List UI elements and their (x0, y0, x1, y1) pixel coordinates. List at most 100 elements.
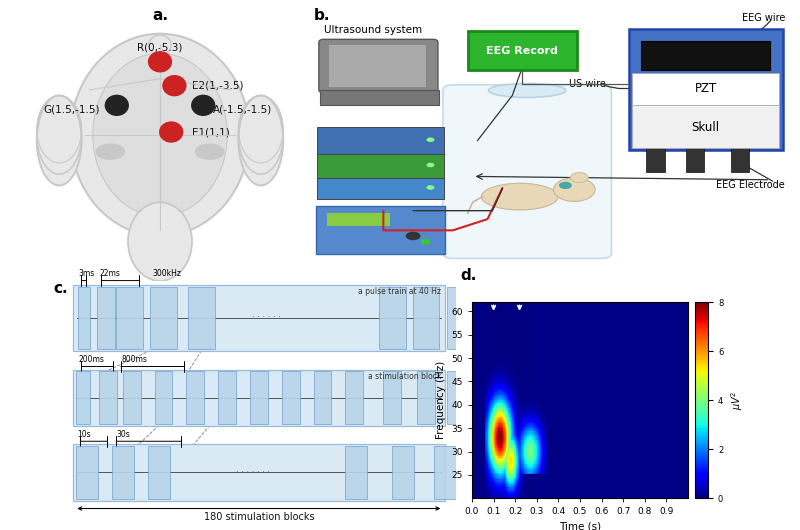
Text: 22ms: 22ms (100, 269, 121, 278)
Text: 800ms: 800ms (121, 355, 147, 364)
Text: 180 stimulation blocks: 180 stimulation blocks (203, 512, 314, 522)
FancyBboxPatch shape (320, 91, 439, 105)
FancyBboxPatch shape (642, 41, 770, 70)
FancyBboxPatch shape (319, 39, 438, 93)
FancyBboxPatch shape (73, 369, 445, 426)
FancyBboxPatch shape (318, 154, 444, 178)
FancyBboxPatch shape (73, 444, 445, 500)
Circle shape (426, 163, 434, 167)
Circle shape (105, 95, 129, 116)
Text: 200ms: 200ms (78, 355, 105, 364)
Text: a.: a. (152, 8, 168, 23)
Text: PZT: PZT (694, 82, 717, 95)
FancyBboxPatch shape (314, 371, 331, 424)
Circle shape (421, 238, 430, 244)
Ellipse shape (489, 83, 566, 98)
FancyBboxPatch shape (78, 287, 90, 349)
FancyBboxPatch shape (686, 147, 704, 172)
Text: EEG Record: EEG Record (486, 46, 558, 56)
Text: EEG wire: EEG wire (742, 13, 785, 23)
FancyBboxPatch shape (318, 178, 444, 199)
Text: R(0,-5.3): R(0,-5.3) (138, 43, 182, 53)
Circle shape (149, 35, 171, 55)
Text: EEG Electrode: EEG Electrode (716, 180, 785, 190)
FancyBboxPatch shape (99, 371, 118, 424)
FancyBboxPatch shape (186, 371, 204, 424)
Y-axis label: $\mu V^2$: $\mu V^2$ (729, 391, 745, 410)
FancyBboxPatch shape (383, 371, 402, 424)
FancyBboxPatch shape (730, 147, 749, 172)
Text: tUS on: tUS on (478, 291, 509, 309)
Circle shape (148, 51, 172, 73)
Text: 30s: 30s (117, 430, 130, 439)
FancyBboxPatch shape (318, 127, 444, 154)
Circle shape (554, 178, 595, 201)
FancyBboxPatch shape (112, 446, 134, 499)
Circle shape (406, 232, 421, 240)
Y-axis label: Frequency (Hz): Frequency (Hz) (436, 361, 446, 439)
FancyBboxPatch shape (122, 371, 141, 424)
Circle shape (426, 137, 434, 142)
Text: G(1.5,-1.5): G(1.5,-1.5) (43, 104, 100, 114)
Ellipse shape (482, 183, 558, 210)
FancyBboxPatch shape (116, 287, 142, 349)
Ellipse shape (195, 144, 224, 160)
Text: c.: c. (53, 280, 68, 296)
FancyBboxPatch shape (447, 371, 465, 424)
FancyBboxPatch shape (646, 147, 665, 172)
FancyBboxPatch shape (418, 371, 435, 424)
FancyBboxPatch shape (468, 31, 577, 70)
FancyBboxPatch shape (473, 446, 490, 499)
X-axis label: Time (s): Time (s) (559, 522, 601, 530)
Text: E2(1,-3.5): E2(1,-3.5) (192, 81, 243, 91)
Text: tUS off: tUS off (504, 291, 535, 309)
FancyBboxPatch shape (473, 371, 484, 424)
FancyBboxPatch shape (98, 287, 115, 349)
Text: 3ms: 3ms (78, 269, 95, 278)
FancyBboxPatch shape (73, 285, 445, 351)
Circle shape (191, 95, 215, 116)
Text: a pulse train at 40 Hz: a pulse train at 40 Hz (358, 287, 441, 296)
Text: 10s: 10s (78, 430, 91, 439)
FancyBboxPatch shape (327, 213, 390, 226)
Text: 300kHz: 300kHz (153, 269, 182, 278)
Ellipse shape (128, 202, 192, 281)
Circle shape (162, 75, 186, 96)
Ellipse shape (70, 34, 250, 236)
FancyBboxPatch shape (379, 287, 406, 349)
FancyBboxPatch shape (434, 446, 457, 499)
FancyBboxPatch shape (447, 287, 474, 349)
FancyBboxPatch shape (632, 105, 779, 148)
FancyBboxPatch shape (250, 371, 268, 424)
FancyBboxPatch shape (632, 73, 779, 105)
FancyBboxPatch shape (189, 287, 214, 349)
FancyBboxPatch shape (150, 287, 177, 349)
FancyBboxPatch shape (443, 85, 611, 259)
FancyBboxPatch shape (316, 207, 446, 254)
FancyBboxPatch shape (218, 371, 236, 424)
Circle shape (570, 172, 588, 182)
FancyBboxPatch shape (413, 287, 439, 349)
Circle shape (559, 182, 572, 189)
Text: Skull: Skull (692, 121, 720, 134)
FancyBboxPatch shape (392, 446, 414, 499)
Ellipse shape (238, 95, 283, 186)
FancyBboxPatch shape (346, 446, 367, 499)
FancyBboxPatch shape (282, 371, 299, 424)
Text: US wire: US wire (570, 80, 606, 89)
Text: b.: b. (314, 8, 330, 23)
FancyBboxPatch shape (154, 371, 172, 424)
FancyBboxPatch shape (473, 287, 490, 349)
Text: d.: d. (460, 268, 476, 282)
FancyBboxPatch shape (148, 446, 170, 499)
Circle shape (159, 121, 183, 143)
Text: · · · · · · ·: · · · · · · · (235, 468, 270, 477)
FancyBboxPatch shape (76, 371, 90, 424)
FancyBboxPatch shape (629, 30, 782, 151)
Ellipse shape (93, 54, 227, 216)
Circle shape (426, 186, 434, 190)
Text: · · · · · ·: · · · · · · (253, 313, 282, 322)
Ellipse shape (37, 95, 82, 186)
Text: E1(1,1): E1(1,1) (192, 127, 230, 137)
Text: Ultrasound system: Ultrasound system (324, 25, 422, 36)
